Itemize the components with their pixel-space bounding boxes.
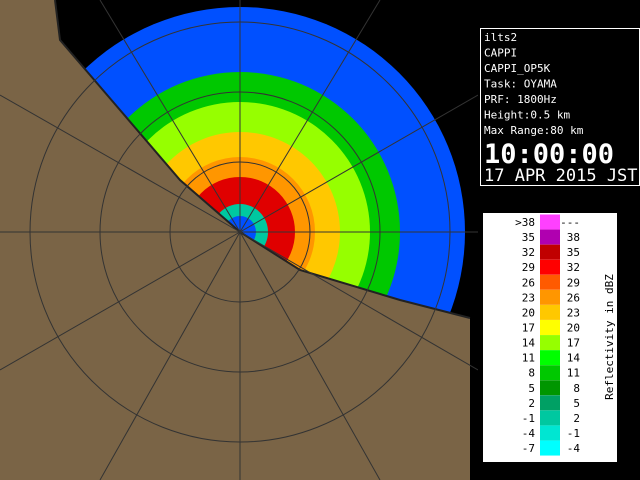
legend-high: ---: [560, 216, 580, 229]
legend-swatch: [540, 304, 560, 320]
legend-low: 29: [522, 261, 535, 274]
legend-high: 29: [567, 276, 580, 289]
legend-swatch: [540, 319, 560, 335]
legend-swatch: [540, 289, 560, 305]
info-line: CAPPI_OP5K: [484, 62, 551, 75]
legend-swatch: [540, 274, 560, 290]
range-rings: [0, 0, 478, 480]
legend-swatch: [540, 410, 560, 426]
legend-high: 20: [567, 321, 580, 334]
legend-swatch: [540, 244, 560, 260]
legend-swatch: [540, 425, 560, 441]
legend-high: 26: [567, 291, 580, 304]
info-line: Height:0.5 km: [484, 109, 570, 122]
legend-swatch: [540, 380, 560, 396]
legend-low: 14: [522, 337, 536, 350]
map: [0, 0, 478, 480]
info-text: ilts2 CAPPI CAPPI_OP5K Task: OYAMA PRF: 1800…: [484, 31, 584, 137]
legend-swatch: [540, 395, 560, 411]
legend-high: 8: [573, 382, 580, 395]
legend-low: -4: [522, 427, 536, 440]
legend-high: 23: [567, 306, 580, 319]
legend-low: -7: [522, 442, 535, 455]
legend-high: 17: [567, 337, 580, 350]
legend-low: 20: [522, 306, 535, 319]
legend-swatch: [540, 350, 560, 366]
legend-low: 35: [522, 231, 535, 244]
info-line: Max Range:80 km: [484, 124, 584, 137]
legend-high: 32: [567, 261, 580, 274]
info-line: CAPPI: [484, 47, 517, 60]
legend-swatch: [540, 214, 560, 230]
legend-low: 26: [522, 276, 535, 289]
legend-high: -4: [567, 442, 581, 455]
legend-high: 35: [567, 246, 580, 259]
legend-low: 17: [522, 321, 535, 334]
legend-swatch: [540, 440, 560, 456]
legend-low: >38: [515, 216, 535, 229]
legend-low: 2: [528, 397, 535, 410]
legend-swatch: [540, 335, 560, 351]
legend-swatch: [540, 259, 560, 275]
legend-low: 11: [522, 352, 535, 365]
legend-swatch: [540, 229, 560, 245]
legend-high: 14: [567, 352, 581, 365]
legend-low: 32: [522, 246, 535, 259]
legend-low: 23: [522, 291, 535, 304]
legend-high: 11: [567, 367, 580, 380]
legend: >38 --- 35 38 32 35 29 32 26 29 23 26 20 23 17 20 14 17 11…: [515, 214, 581, 456]
legend-high: 2: [573, 412, 580, 425]
date: 17 APR 2015 JST: [484, 166, 638, 186]
legend-low: 8: [528, 367, 535, 380]
info-line: ilts2: [484, 31, 517, 44]
time: 10:00:00: [484, 139, 614, 170]
info-panel: [480, 28, 640, 186]
coastline: [54, 0, 471, 319]
legend-title: Reflectivity in dBZ: [603, 274, 616, 400]
legend-swatch: [540, 365, 560, 381]
legend-high: 5: [573, 397, 580, 410]
legend-high: -1: [567, 427, 580, 440]
info-line: Task: OYAMA: [484, 78, 557, 91]
legend-low: 5: [528, 382, 535, 395]
legend-low: -1: [522, 412, 535, 425]
info-line: PRF: 1800Hz: [484, 93, 557, 106]
legend-high: 38: [567, 231, 580, 244]
